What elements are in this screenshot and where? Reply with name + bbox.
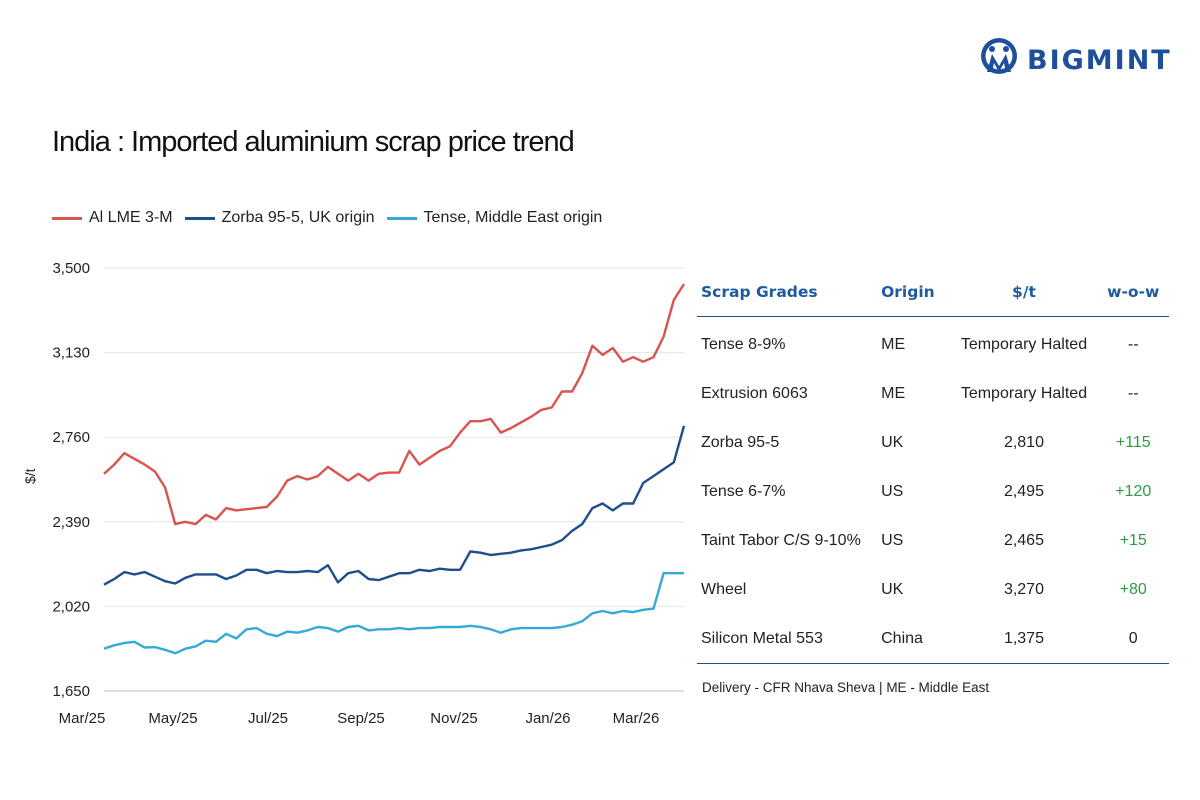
cell-grade: Extrusion 6063 <box>701 384 808 402</box>
series-line-2 <box>103 572 684 655</box>
x-tick-label: Jul/25 <box>248 710 288 727</box>
table-row: Zorba 95-5 UK 2,810 +115 <box>697 418 1169 467</box>
header-wow: w-o-w <box>1097 268 1169 317</box>
cell-wow: +115 <box>1115 433 1151 451</box>
x-tick-label: May/25 <box>148 710 197 727</box>
cell-origin: ME <box>881 335 906 353</box>
legend-item-zorba: Zorba 95-5, UK origin <box>184 209 375 227</box>
cell-origin: US <box>881 531 904 549</box>
y-tick-label: 3,130 <box>52 345 90 362</box>
legend-item-al-lme: Al LME 3-M <box>52 209 173 227</box>
cell-wow: +80 <box>1119 580 1147 598</box>
series-line-0 <box>103 283 686 526</box>
legend-item-tense: Tense, Middle East origin <box>386 209 603 227</box>
legend-swatch <box>184 216 215 220</box>
header-origin: Origin <box>881 268 951 317</box>
cell-origin: ME <box>881 384 906 402</box>
y-tick-label: 1,650 <box>52 683 90 700</box>
legend-swatch <box>386 216 417 220</box>
table-row: Tense 8-9% ME Temporary Halted -- <box>697 317 1169 370</box>
bigmint-logo-icon <box>981 38 1017 74</box>
legend-label: Zorba 95-5, UK origin <box>221 209 375 226</box>
x-tick-label: Nov/25 <box>430 710 478 727</box>
legend-swatch <box>52 216 82 220</box>
cell-origin: US <box>881 482 904 500</box>
table-row: Tense 6-7% US 2,495 +120 <box>697 467 1169 516</box>
x-tick-label: Sep/25 <box>337 710 385 727</box>
cell-wow: +120 <box>1115 482 1152 500</box>
x-tick-label: Jan/26 <box>525 710 570 727</box>
chart-title: India : Imported aluminium scrap price t… <box>52 126 575 158</box>
cell-wow: -- <box>1127 335 1139 353</box>
series-line-1 <box>103 425 686 586</box>
cell-grade: Taint Tabor C/S 9-10% <box>701 531 861 549</box>
x-tick-label: Mar/25 <box>59 710 106 727</box>
table-row: Taint Tabor C/S 9-10% US 2,465 +15 <box>697 516 1169 565</box>
cell-grade: Tense 6-7% <box>701 482 786 500</box>
table-row: Silicon Metal 553 China 1,375 0 <box>697 614 1169 664</box>
cell-price: 2,465 <box>1003 531 1044 549</box>
header-scrap-grades: Scrap Grades <box>697 268 882 317</box>
cell-grade: Zorba 95-5 <box>701 433 780 451</box>
cell-wow: +15 <box>1119 531 1147 549</box>
y-tick-label: 2,020 <box>52 598 90 615</box>
legend-label: Al LME 3-M <box>89 209 173 226</box>
cell-price: 3,270 <box>1003 580 1044 598</box>
x-tick-label: Mar/26 <box>613 710 660 727</box>
cell-price: 1,375 <box>950 614 1098 664</box>
cell-grade: Wheel <box>701 580 747 598</box>
cell-price: 2,495 <box>1003 482 1044 500</box>
y-tick-label: 2,390 <box>52 514 90 531</box>
y-tick-label: 2,760 <box>52 429 90 446</box>
table-header-row: Scrap Grades Origin $/t w-o-w <box>697 268 1169 317</box>
cell-wow: -- <box>1127 384 1139 402</box>
cell-origin: UK <box>881 433 904 451</box>
cell-wow: 0 <box>1097 614 1169 664</box>
brand-logo: BIGMINT <box>978 34 1172 86</box>
header-price: $/t <box>950 268 1098 317</box>
cell-grade: Tense 8-9% <box>701 335 786 353</box>
cell-price: 2,810 <box>1003 433 1044 451</box>
table-footnote: Delivery - CFR Nhava Sheva | ME - Middle… <box>702 680 990 695</box>
line-chart: 3,500 3,130 2,760 2,390 2,020 1,650 Mar/25 May/… <box>52 260 686 727</box>
scrap-price-table: Scrap Grades Origin $/t w-o-w Tense 8-9%… <box>697 268 1169 664</box>
chart-legend: Al LME 3-M Zorba 95-5, UK origin Tense, … <box>52 209 614 227</box>
legend-label: Tense, Middle East origin <box>423 209 603 226</box>
y-tick-label: 3,500 <box>52 260 90 277</box>
brand-name: BIGMINT <box>1027 44 1172 76</box>
cell-price: Temporary Halted <box>960 384 1088 402</box>
cell-price: Temporary Halted <box>960 335 1088 353</box>
cell-grade: Silicon Metal 553 <box>697 614 882 664</box>
table-row: Wheel UK 3,270 +80 <box>697 565 1169 614</box>
table-row: Extrusion 6063 ME Temporary Halted -- <box>697 369 1169 418</box>
cell-origin: China <box>881 614 951 664</box>
cell-origin: UK <box>881 580 904 598</box>
